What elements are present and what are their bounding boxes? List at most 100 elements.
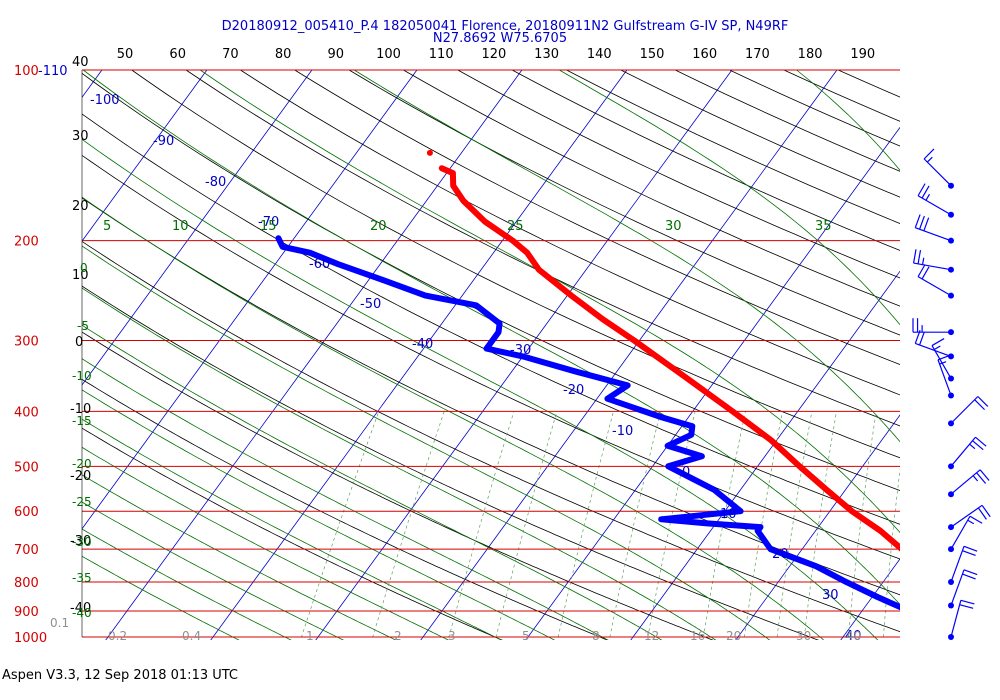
footer-text: Aspen V3.3, 12 Sep 2018 01:13 UTC xyxy=(2,668,239,683)
pressure-tick-label: 900 xyxy=(14,605,39,620)
wind-barb xyxy=(948,469,990,498)
isotherm-line xyxy=(82,69,208,242)
isotherm-line xyxy=(82,69,418,530)
temperature-top-point xyxy=(426,149,433,156)
mixing-ratio-label: 20 xyxy=(726,629,741,643)
mixing-ratio-label: 12 xyxy=(644,629,659,643)
isotherm-label: 40 xyxy=(845,629,862,644)
wind-barb xyxy=(948,569,978,609)
mixing-ratio-line xyxy=(300,411,380,640)
top-axis-tick-label: 190 xyxy=(850,47,875,62)
moist-adiabat-line xyxy=(82,555,240,640)
isotherm-label: -80 xyxy=(205,175,226,190)
mixing-ratio-line xyxy=(557,411,614,640)
moist-adiabat-label-left: -5 xyxy=(77,319,89,333)
top-axis-tick-label: 70 xyxy=(222,47,239,62)
mixing-ratio-label: 30 xyxy=(796,629,811,643)
dry-adiabat-line xyxy=(675,69,900,172)
mixing-ratio-line xyxy=(702,411,746,640)
dry-adiabat-line xyxy=(82,331,714,640)
moist-adiabat-line xyxy=(82,474,397,640)
isotherm-label: -30 xyxy=(510,343,531,358)
moist-adiabat-label: 10 xyxy=(172,219,189,234)
wind-barb xyxy=(914,214,954,244)
moist-adiabat-label-left: -40 xyxy=(72,606,92,620)
isotherm-label: -20 xyxy=(563,383,584,398)
moist-adiabat-line xyxy=(82,196,825,640)
wind-barb xyxy=(923,148,954,189)
left-axis-tick-label: 10 xyxy=(72,268,89,283)
dry-adiabat-line xyxy=(185,69,900,427)
dry-adiabat-line xyxy=(82,113,900,525)
moist-adiabat-line xyxy=(82,446,450,640)
isotherm-label: 30 xyxy=(822,588,839,603)
moist-adiabat-line xyxy=(82,389,556,640)
top-axis-tick-label: 140 xyxy=(587,47,612,62)
moist-adiabat-line xyxy=(353,69,900,443)
isotherm-line xyxy=(82,69,103,98)
moist-adiabat-line xyxy=(559,69,900,326)
title-line-2: N27.8692 W75.6705 xyxy=(433,31,567,46)
left-axis-tick-label: -10 xyxy=(70,402,91,417)
mixing-ratio-label: 16 xyxy=(690,629,705,643)
dry-adiabat-line xyxy=(82,154,900,560)
top-axis-tick-label: 90 xyxy=(328,47,345,62)
moist-adiabat-label-left: -15 xyxy=(72,414,92,428)
wind-barb xyxy=(931,338,954,382)
moist-adiabat-label-left: 0 xyxy=(80,261,88,275)
top-axis-tick-label: 150 xyxy=(640,47,665,62)
mixing-ratio-line xyxy=(608,411,661,640)
moist-adiabat-label: 30 xyxy=(665,219,682,234)
wind-barb xyxy=(917,183,954,218)
mixing-ratio-label: 1 xyxy=(306,629,314,643)
profile-layer xyxy=(275,149,900,611)
pressure-tick-label: 400 xyxy=(14,405,39,420)
moist-adiabat-label: 5 xyxy=(103,219,111,234)
mixing-ratio-line xyxy=(882,467,900,640)
moist-adiabat-line xyxy=(82,324,663,640)
moist-adiabat-label-left: -30 xyxy=(72,535,92,549)
top-axis-tick-label: 110 xyxy=(429,47,454,62)
dewpoint-profile-line xyxy=(275,235,900,611)
top-axis-tick-label: 50 xyxy=(117,47,134,62)
mixing-ratio-label: 5 xyxy=(522,629,530,643)
moist-adiabat-label: 15 xyxy=(260,219,277,234)
isotherm-line xyxy=(105,69,523,640)
top-axis-tick-label: 120 xyxy=(481,47,506,62)
mixing-ratio-line xyxy=(743,411,783,640)
dry-adiabat-line xyxy=(348,69,900,336)
wind-barb xyxy=(948,396,989,427)
moist-adiabat-line xyxy=(82,358,609,640)
mixing-ratio-line xyxy=(803,411,837,640)
top-axis-tick-label: 130 xyxy=(534,47,559,62)
wind-barb xyxy=(937,354,954,399)
isotherm-line xyxy=(939,70,1000,649)
top-axis-tick-label: 180 xyxy=(798,47,823,62)
mixing-ratio-label: 3 xyxy=(448,629,456,643)
moist-adiabat-line xyxy=(82,245,771,640)
dry-adiabat-line xyxy=(82,285,820,640)
isotherm-label: -40 xyxy=(412,337,433,352)
dry-adiabat-line xyxy=(240,69,900,396)
moist-adiabat-line xyxy=(199,69,900,534)
pressure-tick-label: 200 xyxy=(14,235,39,250)
left-axis-tick-label: -40 xyxy=(70,601,91,616)
wind-barb xyxy=(948,515,983,553)
top-axis-tick-label: 170 xyxy=(745,47,770,62)
mixing-ratio-line xyxy=(847,411,877,640)
mixing-ratio-line xyxy=(371,411,445,640)
isotherm-label: -50 xyxy=(360,297,381,312)
moist-adiabat-line xyxy=(82,287,717,640)
isotherm-line xyxy=(315,69,733,640)
mixing-ratio-label: 0.4 xyxy=(182,629,201,643)
wind-barb xyxy=(948,599,975,640)
moist-adiabat-line xyxy=(82,501,345,640)
top-axis-tick-label: 100 xyxy=(376,47,401,62)
left-axis-tick-label: 40 xyxy=(72,55,89,70)
dry-adiabat-line xyxy=(783,69,900,122)
moist-adiabat-label-left: -20 xyxy=(72,457,92,471)
dry-adiabat-line xyxy=(82,197,900,596)
left-axis-tick-label: 20 xyxy=(72,199,89,214)
moist-adiabat-label-left: -10 xyxy=(72,369,92,383)
